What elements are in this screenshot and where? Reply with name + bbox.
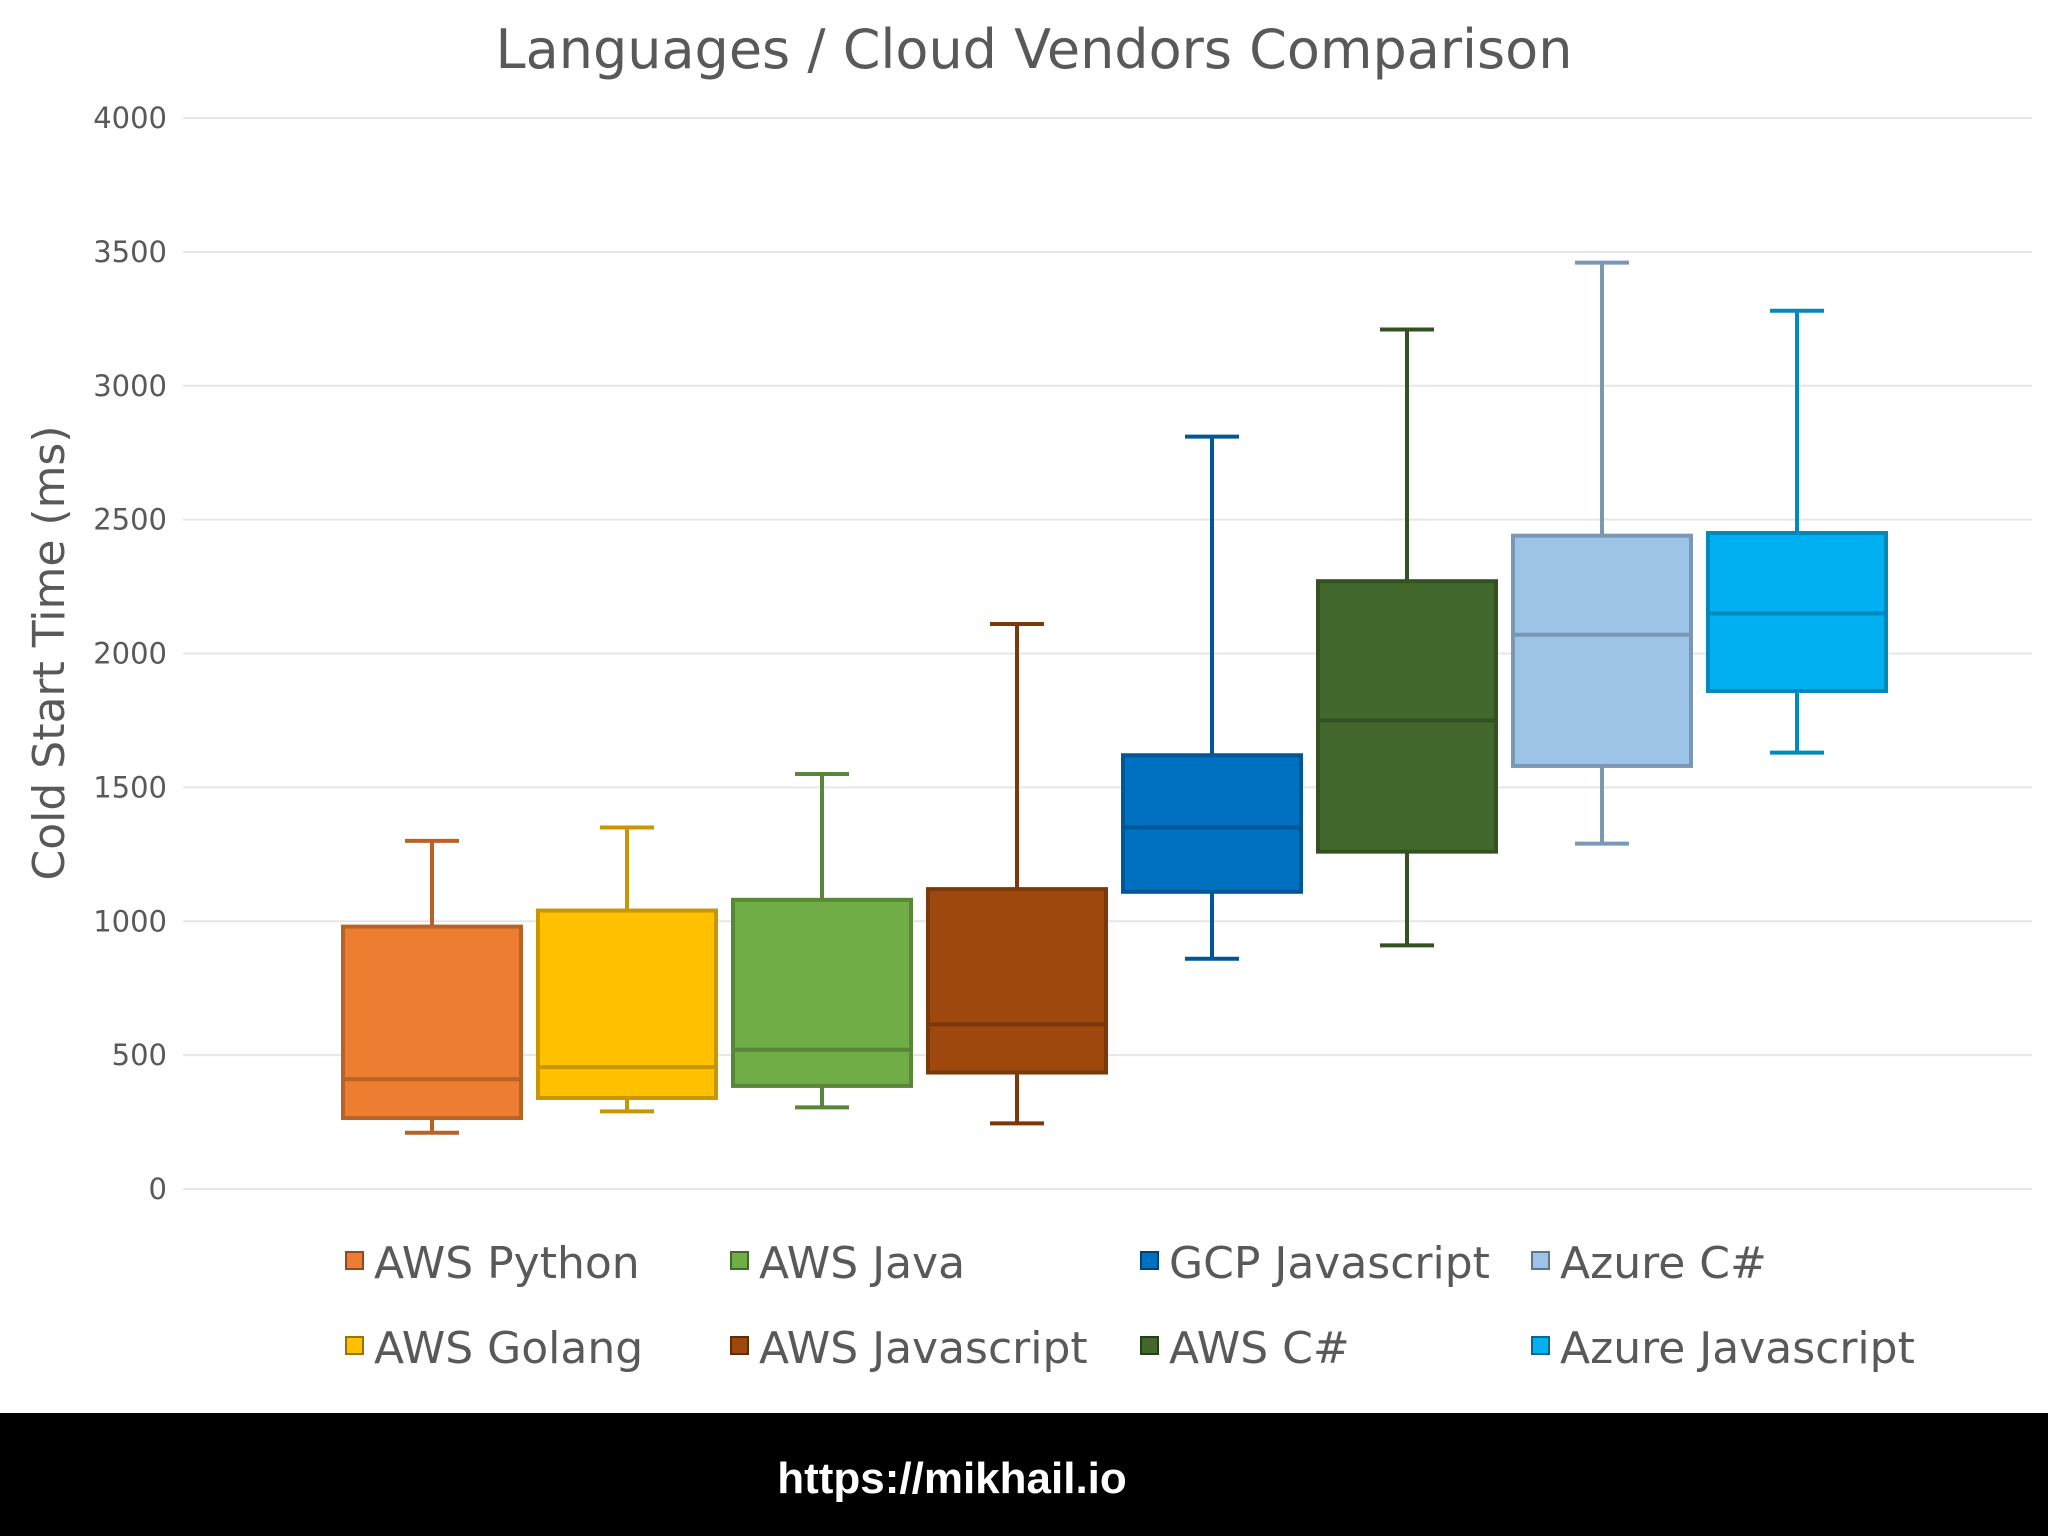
- legend-item: Azure C#: [1531, 1238, 1767, 1289]
- box: [536, 908, 718, 1100]
- boxplot-aws-javascript: [926, 622, 1108, 1126]
- y-tick-label: 3000: [93, 369, 167, 403]
- y-axis-ticks: 0 500 1000 1500 2000 2500 3000 3500 4000: [93, 101, 167, 1206]
- box: [1121, 753, 1303, 894]
- y-tick-label: 3500: [93, 235, 167, 269]
- y-tick-label: 4000: [93, 101, 167, 135]
- legend-label: AWS Golang: [374, 1323, 643, 1374]
- legend-swatch: [1531, 1251, 1550, 1270]
- boxplot-aws-python: [341, 838, 523, 1135]
- legend-label: AWS Python: [374, 1238, 640, 1289]
- legend-swatch: [1140, 1336, 1159, 1355]
- y-tick-label: 2500: [93, 503, 167, 537]
- legend: AWS Python AWS Java GCP Javascript Azure C#…: [345, 1238, 1915, 1374]
- boxplot-azure-c-: [1511, 260, 1693, 846]
- legend-label: AWS Java: [759, 1238, 965, 1289]
- chart-panel: 0 500 1000 1500 2000 2500 3000 3500 4000 AWS Pyt…: [0, 0, 2048, 1413]
- legend-item: AWS Java: [730, 1238, 965, 1289]
- boxplots: [341, 260, 1888, 1135]
- chart-title: Languages / Cloud Vendors Comparison: [496, 18, 1573, 81]
- legend-swatch: [730, 1251, 749, 1270]
- box: [1316, 579, 1498, 854]
- boxplot-aws-java: [731, 771, 913, 1110]
- y-tick-label: 1000: [93, 904, 167, 938]
- footer-url[interactable]: https://mikhail.io: [777, 1454, 1127, 1503]
- legend-label: GCP Javascript: [1169, 1238, 1490, 1289]
- boxplot-gcp-javascript: [1121, 434, 1303, 961]
- y-tick-label: 0: [149, 1172, 167, 1206]
- boxplot-azure-javascript: [1706, 308, 1888, 755]
- y-tick-label: 2000: [93, 637, 167, 671]
- legend-item: AWS Javascript: [730, 1323, 1088, 1374]
- legend-item: AWS Python: [345, 1238, 640, 1289]
- y-tick-label: 1500: [93, 770, 167, 804]
- box: [926, 887, 1108, 1075]
- legend-item: AWS C#: [1140, 1323, 1350, 1374]
- boxplot-chart: 0 500 1000 1500 2000 2500 3000 3500 4000 AWS Pyt…: [24, 18, 2032, 1374]
- legend-label: AWS Javascript: [759, 1323, 1088, 1374]
- legend-swatch: [345, 1251, 364, 1270]
- footer-bar: [0, 1413, 2048, 1536]
- legend-swatch: [1531, 1336, 1550, 1355]
- legend-swatch: [730, 1336, 749, 1355]
- legend-swatch: [1140, 1251, 1159, 1270]
- box: [341, 924, 523, 1121]
- box: [731, 897, 913, 1088]
- box: [1511, 533, 1693, 768]
- boxplot-aws-golang: [536, 825, 718, 1114]
- y-axis-label: Cold Start Time (ms): [24, 425, 75, 880]
- boxplot-aws-c-: [1316, 327, 1498, 948]
- legend-item: Azure Javascript: [1531, 1323, 1915, 1374]
- legend-item: AWS Golang: [345, 1323, 643, 1374]
- legend-swatch: [345, 1336, 364, 1355]
- legend-label: Azure C#: [1560, 1238, 1767, 1289]
- legend-label: AWS C#: [1169, 1323, 1350, 1374]
- y-tick-label: 500: [112, 1038, 167, 1072]
- legend-item: GCP Javascript: [1140, 1238, 1490, 1289]
- legend-label: Azure Javascript: [1560, 1323, 1915, 1374]
